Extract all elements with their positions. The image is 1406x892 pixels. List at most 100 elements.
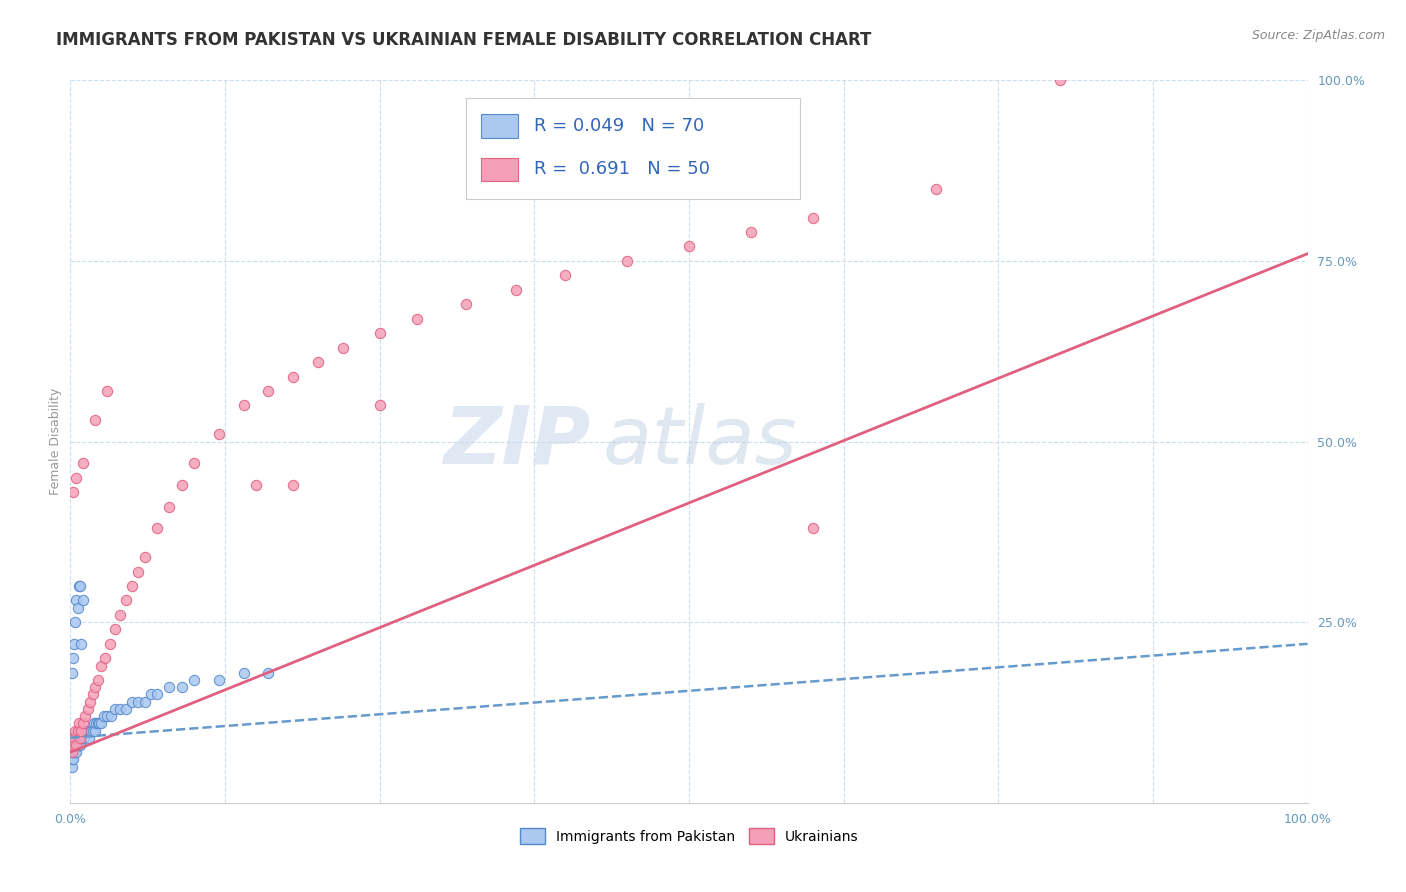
Point bbox=[70, 723, 93, 738]
Point bbox=[65, 470, 87, 484]
Bar bbox=[481, 158, 519, 181]
Point bbox=[100, 709, 122, 723]
Point bbox=[63, 731, 86, 745]
Point bbox=[60, 665, 83, 680]
Text: R =  0.691   N = 50: R = 0.691 N = 50 bbox=[534, 161, 710, 178]
Point bbox=[94, 651, 117, 665]
Point bbox=[65, 745, 87, 759]
Point bbox=[281, 478, 304, 492]
Point bbox=[73, 731, 96, 745]
Point bbox=[146, 687, 169, 701]
Point bbox=[77, 731, 100, 745]
Point bbox=[63, 637, 86, 651]
Point bbox=[84, 723, 107, 738]
Point bbox=[62, 738, 84, 752]
Point bbox=[70, 723, 93, 738]
Point bbox=[183, 673, 205, 687]
Point bbox=[84, 716, 107, 731]
Point bbox=[60, 738, 83, 752]
Point bbox=[115, 593, 138, 607]
Text: Source: ZipAtlas.com: Source: ZipAtlas.com bbox=[1251, 29, 1385, 42]
Point bbox=[80, 723, 103, 738]
Point bbox=[96, 384, 118, 398]
Point bbox=[108, 607, 131, 622]
Bar bbox=[481, 114, 519, 138]
Point bbox=[405, 311, 427, 326]
Point bbox=[66, 731, 89, 745]
Point bbox=[925, 182, 948, 196]
Point bbox=[157, 680, 180, 694]
Point bbox=[79, 723, 101, 738]
Point bbox=[307, 355, 329, 369]
Point bbox=[70, 731, 93, 745]
Point bbox=[69, 579, 91, 593]
Point bbox=[65, 593, 87, 607]
Text: atlas: atlas bbox=[602, 402, 797, 481]
Point bbox=[96, 709, 118, 723]
Point bbox=[72, 731, 94, 745]
Point bbox=[65, 731, 87, 745]
Point bbox=[69, 738, 91, 752]
Point bbox=[90, 658, 112, 673]
Point bbox=[257, 384, 280, 398]
Point bbox=[98, 637, 121, 651]
Point bbox=[60, 745, 83, 759]
Point bbox=[170, 478, 193, 492]
Point bbox=[70, 637, 93, 651]
Point bbox=[208, 673, 231, 687]
Point bbox=[63, 745, 86, 759]
Point bbox=[146, 521, 169, 535]
Point bbox=[170, 680, 193, 694]
Point bbox=[257, 665, 280, 680]
Point bbox=[63, 738, 86, 752]
Point bbox=[69, 731, 91, 745]
Point bbox=[554, 268, 576, 283]
Point bbox=[157, 500, 180, 514]
Point bbox=[62, 745, 84, 759]
Point bbox=[127, 565, 149, 579]
Point bbox=[65, 723, 87, 738]
Point bbox=[121, 579, 143, 593]
Point bbox=[66, 600, 89, 615]
Point bbox=[75, 709, 97, 723]
Point bbox=[86, 673, 108, 687]
Point bbox=[801, 521, 824, 535]
Point bbox=[616, 253, 638, 268]
Point bbox=[65, 615, 87, 630]
Point bbox=[183, 456, 205, 470]
Point bbox=[90, 716, 112, 731]
Point bbox=[62, 485, 84, 500]
Point bbox=[65, 731, 87, 745]
Point bbox=[82, 687, 104, 701]
Point bbox=[139, 687, 162, 701]
Point bbox=[456, 297, 478, 311]
Text: ZIP: ZIP bbox=[443, 402, 591, 481]
Point bbox=[72, 593, 94, 607]
Point bbox=[76, 723, 98, 738]
Point bbox=[65, 738, 87, 752]
Point bbox=[740, 225, 762, 239]
Point bbox=[75, 723, 97, 738]
Point bbox=[208, 427, 231, 442]
Point bbox=[104, 702, 127, 716]
Point bbox=[60, 752, 83, 766]
Point bbox=[62, 752, 84, 766]
Point bbox=[63, 731, 86, 745]
Point bbox=[86, 716, 108, 731]
Point bbox=[134, 695, 156, 709]
Point bbox=[60, 760, 83, 774]
Point bbox=[115, 702, 138, 716]
Point bbox=[66, 738, 89, 752]
Point bbox=[62, 738, 84, 752]
Point bbox=[73, 723, 96, 738]
Point bbox=[76, 702, 98, 716]
Point bbox=[232, 398, 254, 412]
Point bbox=[75, 723, 97, 738]
Point bbox=[66, 723, 89, 738]
Y-axis label: Female Disability: Female Disability bbox=[49, 388, 62, 495]
Point bbox=[505, 283, 527, 297]
Point bbox=[104, 623, 127, 637]
Point bbox=[245, 478, 267, 492]
Point bbox=[93, 709, 115, 723]
Text: R = 0.049   N = 70: R = 0.049 N = 70 bbox=[534, 117, 704, 135]
